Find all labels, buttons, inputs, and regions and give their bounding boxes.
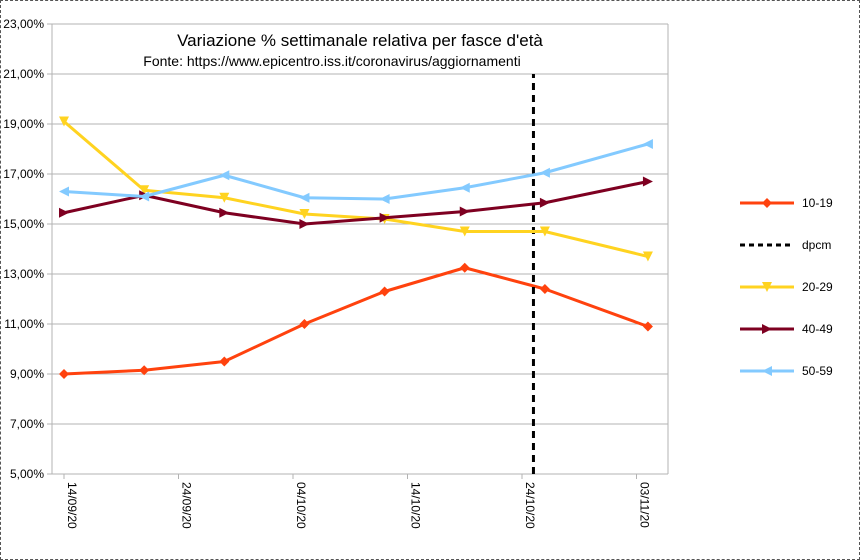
legend-item-dpcm: dpcm (740, 238, 831, 252)
data-point (219, 192, 230, 203)
x-tick-label: 04/10/20 (294, 482, 308, 529)
legend-item-40-49: 40-49 (740, 322, 833, 336)
series-50-59 (59, 139, 653, 204)
legend-label: 40-49 (802, 322, 833, 336)
y-tick-label: 13,00% (3, 267, 44, 281)
legend-label: 10-19 (802, 196, 833, 210)
series-line (63, 180, 649, 226)
series-line (63, 120, 649, 258)
legend-item-50-59: 50-59 (740, 364, 833, 378)
data-point (59, 207, 69, 218)
data-point (642, 176, 653, 187)
data-point (539, 197, 550, 208)
legend-label: 50-59 (802, 364, 833, 378)
y-tick-label: 5,00% (10, 467, 44, 481)
data-point (459, 262, 470, 273)
series-layer (59, 74, 653, 474)
data-point (59, 369, 69, 379)
y-axis-tick-labels: 5,00% 7,00% 9,00% 11,00% 13,00% 15,00% 17,00% 1… (3, 17, 44, 481)
data-point (642, 251, 653, 262)
data-point (219, 356, 230, 367)
y-tick-label: 9,00% (10, 367, 44, 381)
data-point (299, 192, 310, 203)
data-point (539, 284, 550, 294)
data-point (219, 207, 230, 218)
data-point (299, 319, 310, 329)
x-tick-label: 24/10/20 (523, 482, 537, 529)
series-40-49 (59, 176, 653, 229)
x-tick-label: 14/10/20 (409, 482, 423, 529)
grid-lines (47, 23, 669, 479)
legend-marker (762, 324, 772, 334)
data-point (539, 167, 550, 178)
legend-item-10-19: 10-19 (740, 196, 833, 210)
series-line (63, 142, 649, 201)
y-tick-label: 21,00% (3, 67, 44, 81)
legend-label: dpcm (802, 238, 831, 252)
data-point (139, 191, 150, 202)
data-point (459, 182, 470, 193)
series-line (63, 266, 649, 376)
data-point (299, 209, 310, 219)
x-tick-label: 03/11/20 (638, 482, 652, 528)
data-point (59, 186, 69, 197)
data-point (642, 321, 653, 332)
data-point (59, 116, 69, 127)
x-axis-tick-labels: 14/09/20 24/09/20 04/10/20 14/10/20 24/10/20… (65, 482, 652, 529)
data-point (459, 206, 470, 217)
legend-label: 20-29 (802, 280, 833, 294)
series-10-19 (59, 262, 653, 379)
data-point (379, 212, 390, 223)
series-20-29 (59, 116, 653, 262)
x-tick-label: 14/09/20 (65, 482, 79, 529)
chart-title: Variazione % settimanale relativa per fa… (177, 31, 543, 50)
data-point (299, 219, 310, 229)
data-point (379, 194, 390, 204)
x-tick-label: 24/09/20 (180, 482, 194, 529)
y-tick-label: 19,00% (3, 117, 44, 131)
legend-item-20-29: 20-29 (740, 280, 833, 294)
data-point (379, 286, 390, 297)
legend-marker (762, 282, 772, 292)
data-point (642, 139, 653, 149)
legend: 10-19 dpcm 20-29 40-49 50-59 (740, 196, 833, 378)
y-tick-label: 11,00% (4, 317, 44, 331)
y-tick-label: 7,00% (10, 417, 44, 431)
y-tick-label: 15,00% (3, 217, 44, 231)
y-tick-label: 17,00% (3, 167, 44, 181)
data-point (459, 226, 470, 237)
chart-subtitle: Fonte: https://www.epicentro.iss.it/coro… (143, 53, 520, 69)
legend-marker (762, 366, 772, 376)
data-point (219, 170, 230, 181)
data-point (139, 365, 150, 376)
y-tick-label: 23,00% (3, 17, 44, 31)
data-point (139, 185, 150, 196)
legend-marker (762, 198, 772, 208)
data-point (539, 226, 550, 237)
